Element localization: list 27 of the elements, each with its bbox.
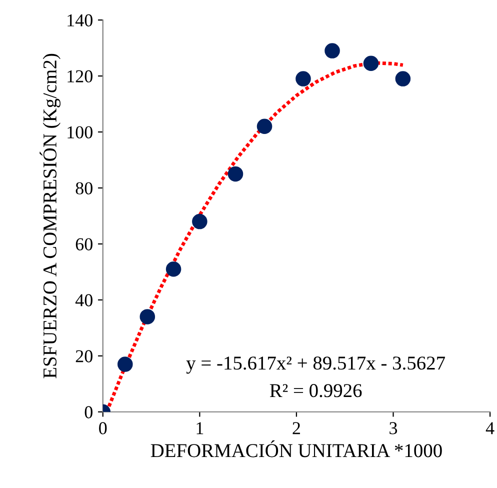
point	[256, 118, 272, 134]
x-tick-label: 2	[292, 422, 300, 434]
x-tick-label: 1	[196, 422, 204, 434]
x-axis-title: DEFORMACIÓN UNITARIA *1000	[150, 440, 442, 458]
x-tick-label: 3	[390, 422, 398, 434]
point	[395, 71, 411, 86]
annotation: y = -15.617x² + 89.517x - 3.5627	[186, 356, 445, 374]
y-tick-label: 20	[76, 350, 92, 362]
point	[192, 214, 208, 230]
y-tick-label: 40	[75, 294, 92, 306]
point	[166, 261, 182, 277]
point	[228, 166, 244, 182]
y-tick-label: 120	[68, 70, 92, 82]
point	[296, 71, 311, 86]
point	[363, 56, 379, 72]
x-tick-label: 0	[99, 422, 107, 434]
point	[118, 356, 133, 372]
y-tick-label: 0	[84, 406, 92, 418]
y-axis-title: ESFUERZO A COMPRESIÓN (Kg/cm2)	[40, 54, 61, 378]
y-tick-label: 60	[76, 238, 92, 250]
y-tick-label: 140	[68, 14, 92, 26]
point	[324, 43, 340, 58]
y-tick-label: 80	[76, 182, 92, 194]
point	[140, 309, 156, 324]
annotation: R² = 0.9926	[270, 384, 362, 398]
x-tick-label: 4	[486, 422, 494, 434]
y-tick-label: 100	[68, 126, 92, 138]
